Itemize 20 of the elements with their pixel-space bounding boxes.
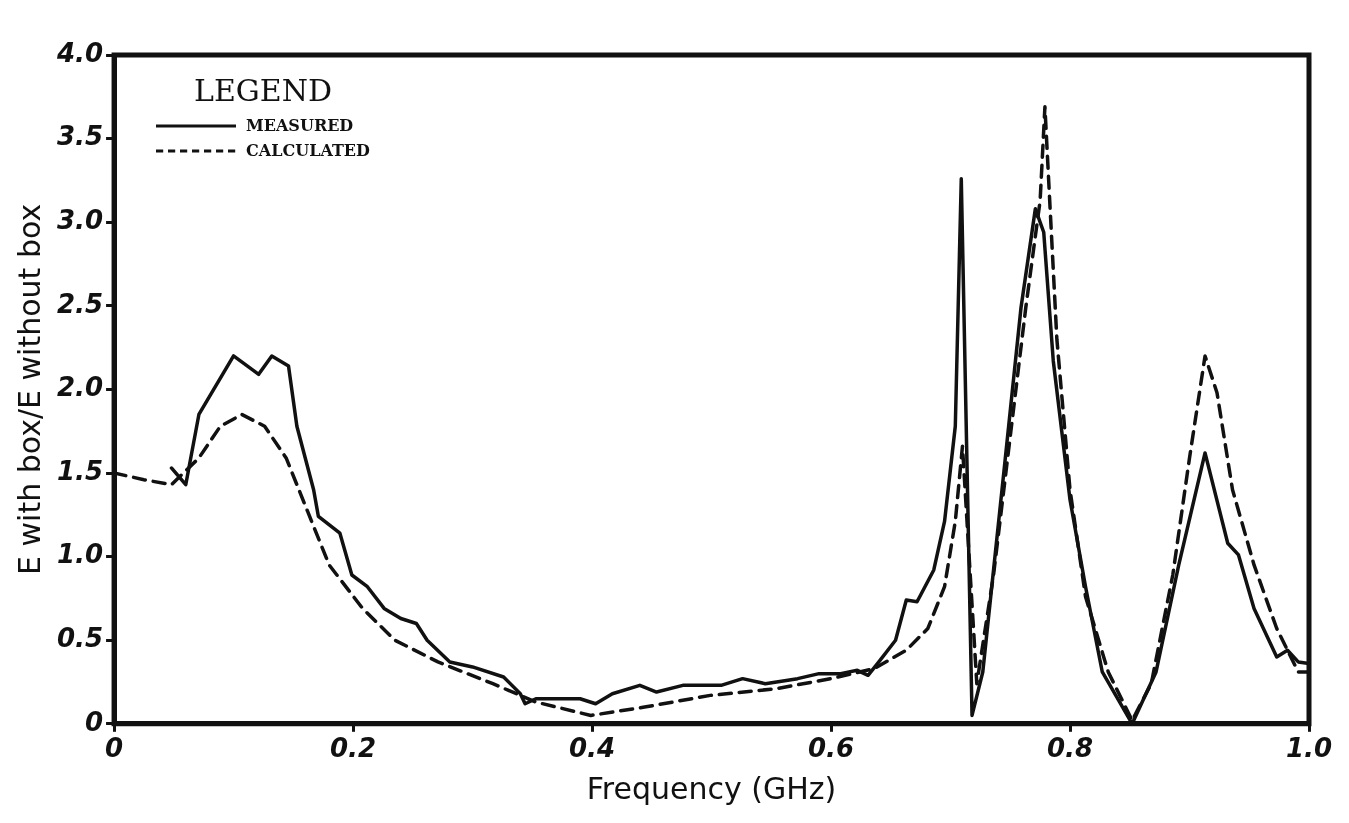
x-tick-label: 1.0 — [1285, 733, 1333, 764]
y-tick-label: 2.5 — [57, 288, 104, 319]
y-tick-label: 1.0 — [57, 539, 104, 570]
x-tick-label: 0.4 — [569, 733, 616, 764]
y-tick-label: 4.0 — [56, 37, 104, 68]
legend-label: CALCULATED — [246, 141, 370, 160]
y-tick-label: 3.5 — [57, 121, 104, 152]
legend-label: MEASURED — [246, 116, 354, 135]
x-axis-title: Frequency (GHz) — [586, 770, 837, 806]
y-tick-label: 0 — [84, 706, 104, 737]
y-axis-title: E with box/E without box — [11, 203, 47, 575]
x-tick-label: 0.8 — [1046, 733, 1094, 764]
y-tick-label: 2.0 — [57, 372, 104, 403]
y-tick-label: 1.5 — [57, 455, 104, 486]
legend-title: LEGEND — [192, 73, 333, 108]
x-tick-label: 0.2 — [330, 733, 377, 764]
y-tick-label: 3.0 — [57, 204, 104, 235]
x-tick-label: 0 — [105, 733, 124, 764]
x-tick-label: 0.6 — [807, 733, 855, 764]
y-tick-label: 0.5 — [57, 622, 104, 653]
